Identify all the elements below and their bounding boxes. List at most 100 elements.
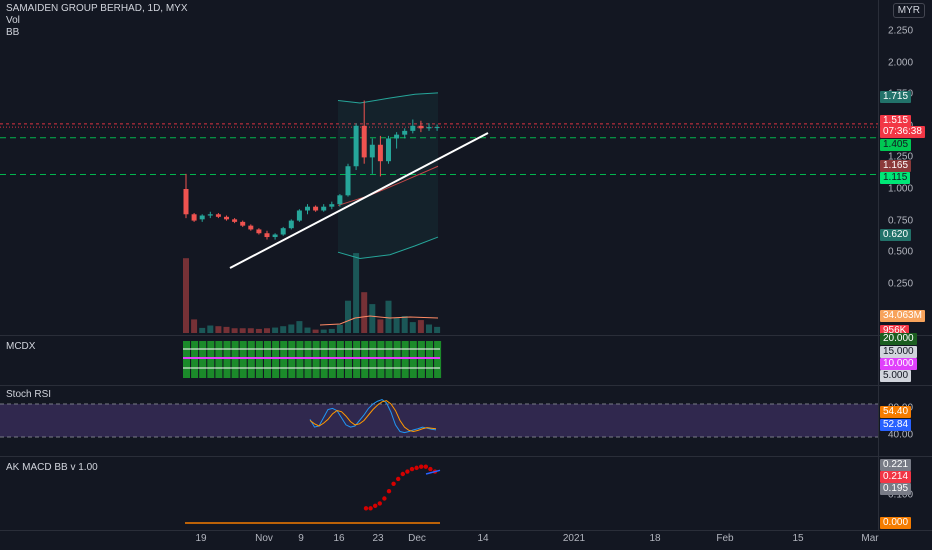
bb-indicator-label[interactable]: BB [6, 27, 20, 38]
candle-body [418, 125, 424, 129]
stoch-badge: 52.84 [880, 419, 912, 431]
macd-badge: 0.195 [880, 483, 912, 495]
macd-dot [363, 506, 369, 511]
volume-bar [328, 328, 335, 333]
mcdx-bar [336, 341, 344, 378]
stoch-k-line [309, 399, 437, 434]
mcdx-title[interactable]: MCDX [6, 341, 36, 352]
volume-bar [215, 326, 222, 333]
time-axis-tick: 23 [372, 533, 384, 544]
bb-lower-line [337, 236, 439, 260]
mcdx-pane[interactable]: MCDX [0, 336, 878, 385]
candle-body [183, 189, 189, 215]
stoch-rsi-pane[interactable]: Stoch RSI [0, 386, 878, 456]
candle-body [288, 220, 294, 229]
candle-body [191, 214, 197, 221]
mcdx-bar [296, 341, 304, 378]
candle-body [305, 206, 310, 211]
mcdx-bar [353, 341, 361, 378]
macd-dot [382, 496, 387, 501]
volume-bar [296, 321, 303, 333]
price-badge: 1.515 [880, 115, 912, 127]
pane-divider[interactable] [0, 456, 932, 457]
mcdx-bar [207, 341, 215, 378]
stoch-d-line [309, 400, 437, 433]
price-badge: 34.063M [880, 310, 925, 322]
price-chart[interactable] [0, 0, 878, 335]
mcdx-bar [385, 341, 393, 378]
mcdx-bar [369, 341, 377, 378]
time-axis-tick: 18 [649, 533, 661, 544]
price-axis-tick: 1.250 [888, 151, 914, 163]
volume-bar [312, 329, 319, 333]
time-axis[interactable]: 19 Nov 9 16 23 Dec 14 2021 18 Feb 15 Mar [0, 531, 878, 550]
volume-bar [336, 324, 343, 333]
volume-bar [369, 304, 376, 333]
price-axis[interactable]: MYR [878, 0, 932, 530]
macd-title[interactable]: AK MACD BB v 1.00 [6, 462, 98, 473]
trend-line-drawing [229, 132, 489, 269]
time-axis-tick: 15 [792, 533, 804, 544]
volume-bar [409, 322, 416, 333]
candle-body [377, 144, 383, 162]
macd-dot [428, 466, 433, 472]
stoch-rsi-title[interactable]: Stoch RSI [6, 389, 52, 400]
volume-bar [401, 316, 408, 333]
macd-pane[interactable]: AK MACD BB v 1.00 [0, 457, 878, 530]
mcdx-badge: 20.000 [880, 333, 917, 345]
time-axis-tick: Dec [408, 533, 426, 544]
volume-ma-line [319, 315, 439, 326]
price-pane[interactable]: SAMAIDEN GROUP BERHAD, 1D, MYX Vol BB [0, 0, 878, 335]
vol-indicator-label[interactable]: Vol [6, 15, 20, 26]
macd-chart [185, 464, 441, 524]
candle-body [296, 210, 302, 221]
candle-body [272, 234, 278, 238]
time-axis-tick: 14 [477, 533, 489, 544]
candle-body [329, 204, 335, 207]
volume-bar [434, 326, 441, 333]
candle-body [232, 219, 238, 222]
mcdx-bar [288, 341, 296, 378]
symbol-title[interactable]: SAMAIDEN GROUP BERHAD, 1D, MYX [6, 3, 188, 14]
volume-bar [345, 300, 351, 333]
stoch-band [0, 404, 878, 437]
price-axis-tick: 2.000 [888, 57, 914, 69]
mcdx-bar [345, 341, 352, 378]
macd-badge: 0.000 [880, 517, 912, 529]
price-badge: 1.715 [880, 91, 912, 103]
volume-bar [288, 324, 295, 333]
mcdx-bar [377, 341, 385, 378]
volume-bar [304, 327, 311, 333]
mcdx-bar [401, 341, 409, 378]
mcdx-bar [426, 341, 433, 378]
candle-body [224, 216, 229, 220]
volume-bar [264, 328, 270, 333]
mcdx-bar [239, 341, 247, 378]
pane-divider[interactable] [0, 385, 932, 386]
macd-dot [423, 464, 428, 469]
candle-body [369, 144, 375, 158]
volume-bar [239, 328, 246, 333]
time-axis-border [0, 530, 932, 531]
candle-body [345, 166, 351, 196]
mcdx-bar [434, 341, 442, 378]
time-axis-tick: Mar [861, 533, 879, 544]
macd-dot [414, 465, 419, 471]
pane-divider[interactable] [0, 335, 932, 336]
macd-dot [373, 503, 378, 509]
candle-body [434, 127, 440, 129]
macd-dot [419, 464, 424, 469]
currency-button[interactable]: MYR [892, 3, 925, 18]
time-axis-tick: 19 [195, 533, 207, 544]
candle-body [386, 138, 391, 162]
volume-bar [247, 328, 254, 333]
mcdx-bar [320, 341, 328, 378]
mcdx-badge: 15.000 [880, 346, 917, 358]
time-axis-tick: 9 [298, 533, 304, 544]
candle-body [256, 229, 262, 234]
mcdx-bar [183, 341, 190, 378]
candle-body [337, 195, 343, 205]
mcdx-bar [272, 341, 280, 378]
candle-body [207, 214, 213, 216]
candle-body [264, 233, 270, 238]
